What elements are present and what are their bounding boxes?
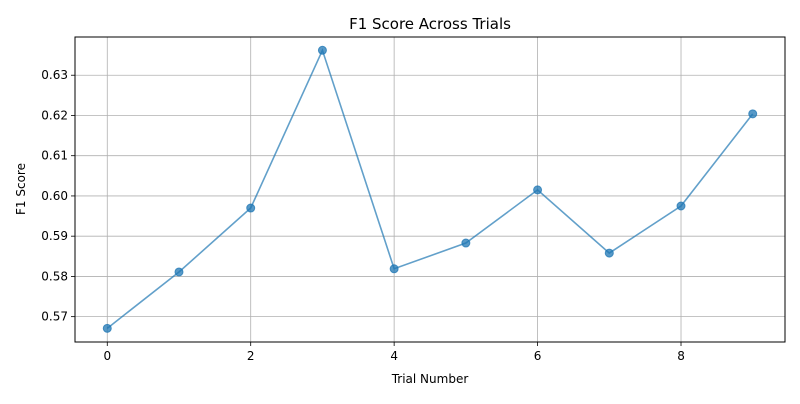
plot-frame — [74, 36, 786, 343]
data-point — [246, 203, 256, 213]
y-axis-ticks: 0.57 0.58 0.59 0.60 0.61 0.62 0.63 — [41, 68, 75, 324]
data-point — [102, 323, 112, 333]
y-tick-label: 0.62 — [41, 108, 68, 122]
data-point — [604, 248, 614, 258]
x-tick-label: 4 — [390, 349, 398, 363]
data-point — [533, 185, 543, 195]
series-path — [106, 48, 754, 329]
y-tick-label: 0.59 — [41, 229, 68, 243]
x-tick-label: 8 — [677, 349, 685, 363]
y-tick-label: 0.63 — [41, 68, 68, 82]
x-tick-label: 0 — [103, 349, 111, 363]
x-tick-label: 6 — [534, 349, 542, 363]
x-axis-ticks: 0 2 4 6 8 — [103, 342, 685, 363]
x-tick-label: 2 — [247, 349, 255, 363]
y-tick-label: 0.58 — [41, 269, 68, 283]
grid — [75, 37, 785, 342]
y-tick-label: 0.61 — [41, 149, 68, 163]
data-point — [389, 264, 399, 274]
y-tick-label: 0.57 — [41, 310, 68, 324]
data-point — [174, 267, 184, 277]
y-axis-label: F1 Score — [14, 163, 28, 215]
data-point — [317, 45, 327, 55]
data-point — [748, 109, 758, 119]
data-point — [676, 201, 686, 211]
data-points — [102, 45, 758, 333]
series-line — [106, 48, 754, 329]
data-point — [461, 238, 471, 248]
y-tick-label: 0.60 — [41, 189, 68, 203]
chart-title: F1 Score Across Trials — [349, 15, 511, 33]
x-axis-label: Trial Number — [391, 372, 469, 386]
